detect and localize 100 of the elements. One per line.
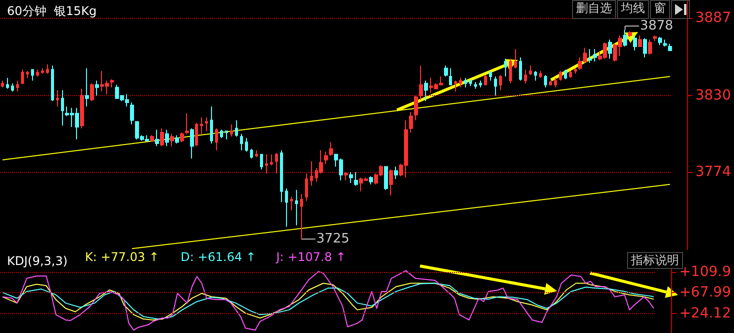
chart-title: KDJ(9,3,3) (7, 254, 68, 268)
candlestick (464, 77, 467, 88)
candlestick (240, 133, 243, 151)
candlestick (245, 137, 248, 152)
y-tick-label: 3774 (695, 164, 732, 180)
candlestick (414, 95, 418, 121)
candlestick (588, 48, 592, 64)
candlestick (489, 70, 492, 82)
candlestick (384, 166, 388, 190)
candlestick (653, 35, 657, 42)
candlestick (324, 151, 328, 164)
candlestick (260, 154, 263, 170)
candlestick (504, 58, 507, 78)
candlestick (11, 82, 14, 92)
line-series (2, 270, 654, 331)
candlestick (419, 65, 423, 100)
candlestick (95, 80, 99, 96)
y-tick-label: 3830 (695, 88, 732, 104)
candlestick (409, 112, 413, 134)
candlestick (519, 56, 522, 82)
candlestick (469, 78, 472, 87)
candlestick (200, 116, 203, 134)
candlestick (349, 172, 353, 184)
candlestick (569, 70, 572, 78)
candlestick (668, 43, 672, 52)
candlestick (210, 106, 213, 144)
candlestick (564, 69, 567, 80)
candlestick (479, 80, 482, 88)
candlestick (628, 30, 632, 38)
y-tick-label: +67.99 (679, 284, 732, 300)
candlestick (648, 39, 652, 56)
candlestick (494, 76, 497, 96)
candlestick (265, 154, 268, 174)
candlestick (529, 65, 532, 76)
candlestick (80, 88, 84, 129)
candlestick (344, 172, 348, 181)
candlestick (454, 80, 457, 92)
series-label: J: +107.8 ↑ (275, 250, 346, 264)
candlestick (250, 148, 253, 159)
candlestick (110, 78, 114, 88)
candlestick (459, 77, 462, 88)
chart-title: 60分钟 银15Kg (7, 4, 97, 18)
candlestick (509, 58, 512, 84)
candlestick (85, 68, 89, 108)
candlestick (270, 154, 273, 166)
candlestick (275, 152, 278, 174)
y-tick-label: +109.9 (679, 264, 732, 280)
candlestick (155, 129, 159, 147)
candlestick (643, 38, 647, 58)
candlestick (150, 134, 154, 142)
candlestick (165, 129, 169, 147)
candlestick (220, 129, 223, 138)
candlestick (46, 64, 49, 74)
candlestick (235, 120, 238, 138)
candlestick (484, 74, 487, 86)
candlestick (638, 35, 642, 47)
annotation: 3725 (316, 232, 350, 247)
candlestick (449, 68, 452, 86)
candlestick (170, 133, 174, 147)
candlestick (16, 80, 19, 92)
y-tick-label: +24.12 (679, 306, 732, 322)
candlestick (180, 132, 184, 143)
candlestick (539, 70, 542, 78)
annotation: 均线 (617, 0, 649, 19)
candlestick (559, 70, 562, 82)
candlestick (524, 69, 527, 84)
candlestick (474, 81, 477, 90)
candlestick (280, 150, 283, 203)
candlestick (329, 142, 333, 156)
candlestick (389, 168, 393, 196)
candlestick (160, 128, 164, 147)
candlestick (31, 69, 34, 82)
candlestick (295, 189, 298, 226)
candlestick (354, 172, 358, 186)
candlestick (574, 68, 577, 74)
candlestick (663, 39, 667, 47)
candlestick (230, 124, 233, 138)
candlestick (90, 82, 94, 102)
candlestick (190, 128, 194, 159)
candlestick (215, 128, 218, 151)
candlestick (633, 35, 637, 52)
candlestick (658, 36, 662, 46)
candlestick (61, 90, 64, 126)
candlestick (305, 172, 308, 202)
candlestick (394, 166, 398, 180)
annotation: 删自选 (572, 0, 616, 19)
candlestick (285, 188, 288, 228)
candlestick (41, 68, 44, 74)
candlestick (51, 65, 54, 102)
candlestick (444, 65, 448, 78)
candlestick (1, 80, 4, 88)
candlestick (195, 122, 198, 147)
candlestick (225, 130, 228, 140)
text: D: +61.64 ↑ (180, 250, 256, 264)
candlestick (205, 116, 208, 132)
candlestick (130, 102, 134, 125)
annotation: 3878 (640, 18, 674, 34)
candlestick (499, 74, 502, 91)
candlestick (36, 69, 39, 78)
candlestick (608, 39, 612, 60)
